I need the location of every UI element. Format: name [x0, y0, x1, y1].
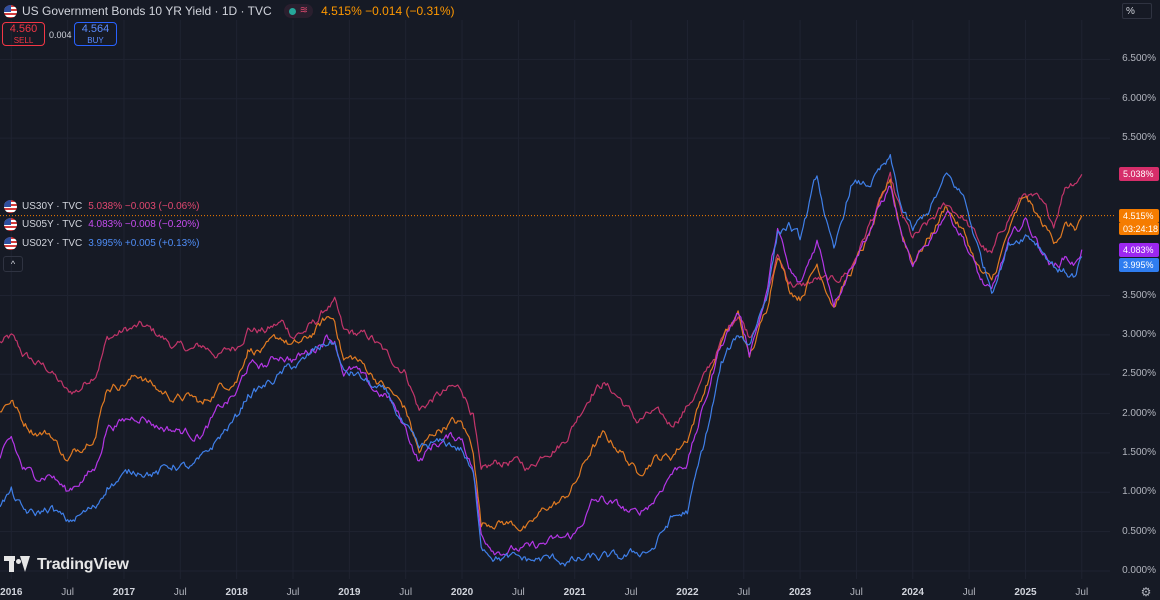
legend-symbol: US05Y · TVC	[22, 218, 83, 230]
series-line-us30y	[0, 171, 1083, 472]
time-axis-label: Jul	[850, 587, 863, 598]
price-axis-label: 6.500%	[1122, 53, 1156, 65]
legend-values: 4.083% −0.008 (−0.20%)	[88, 218, 200, 230]
tradingview-logo[interactable]: TradingView	[4, 556, 129, 574]
buy-label: BUY	[87, 36, 104, 45]
time-axis-label: Jul	[511, 587, 525, 598]
time-axis-label: 2017	[112, 587, 136, 598]
us-flag-icon	[4, 217, 17, 231]
legend-row-us30y[interactable]: US30Y · TVC 5.038% −0.003 (−0.06%)	[4, 198, 199, 214]
us-flag-icon	[4, 236, 17, 250]
time-axis-label: Jul	[1075, 587, 1089, 598]
buy-price: 4.564	[81, 23, 110, 35]
tradingview-wordmark: TradingView	[37, 556, 129, 573]
sell-button[interactable]: 4.560 SELL	[2, 22, 45, 46]
time-axis-label: 2024	[901, 587, 924, 598]
time-axis-label: 2025	[1014, 587, 1037, 598]
price-axis-label: 5.500%	[1122, 132, 1156, 144]
time-axis-label: 2023	[788, 587, 812, 598]
time-axis-label: Jul	[962, 587, 976, 598]
legend-values: 3.995% +0.005 (+0.13%)	[88, 237, 200, 249]
price-axis-label: 3.000%	[1122, 328, 1156, 340]
tradingview-mark-icon	[4, 556, 32, 574]
spread-value: 0.004	[49, 30, 72, 40]
sell-label: SELL	[13, 36, 34, 45]
market-open-dot-icon	[288, 7, 296, 15]
wave-icon: ≋	[299, 5, 309, 16]
time-axis-label: Jul	[399, 587, 413, 598]
time-axis-label: 2018	[225, 587, 248, 598]
time-axis-label: Jul	[173, 587, 187, 598]
price-axis-label: 2.500%	[1122, 368, 1156, 380]
time-axis-label: Jul	[624, 587, 638, 598]
time-axis-label: 2021	[563, 587, 586, 598]
price-axis-label: 6.000%	[1122, 92, 1156, 104]
chart-header: US Government Bonds 10 YR Yield · 1D · T…	[4, 3, 455, 19]
price-tag: 5.038%	[1119, 167, 1159, 182]
price-axis-label: 2.000%	[1122, 407, 1156, 419]
legend-row-us02y[interactable]: US02Y · TVC 3.995% +0.005 (+0.13%)	[4, 235, 199, 251]
bar-countdown-tag: 03:24:18	[1119, 222, 1159, 235]
symbol-title[interactable]: US Government Bonds 10 YR Yield · 1D · T…	[22, 4, 272, 18]
unit-toggle-button[interactable]: %	[1122, 3, 1152, 19]
collapse-legend-button[interactable]: ^	[3, 256, 23, 272]
time-axis-label: Jul	[61, 587, 75, 598]
time-axis-label: 2016	[0, 587, 23, 598]
market-status-indicator[interactable]: ≋	[283, 4, 314, 18]
legend-symbol: US30Y · TVC	[22, 200, 83, 212]
price-axis-label: 3.500%	[1122, 289, 1156, 301]
series-line-us02y	[0, 154, 1083, 567]
legend-row-us05y[interactable]: US05Y · TVC 4.083% −0.008 (−0.20%)	[4, 216, 199, 232]
price-axis-label: 1.500%	[1122, 446, 1156, 458]
time-axis-label: Jul	[286, 587, 300, 598]
time-axis-label: 2022	[676, 587, 699, 598]
last-price: 4.515% −0.014 (−0.31%)	[321, 4, 455, 18]
price-axis-label: 1.000%	[1122, 486, 1156, 498]
price-tag: 4.083%	[1119, 242, 1159, 257]
price-tag: 3.995%	[1119, 257, 1159, 272]
legend-values: 5.038% −0.003 (−0.06%)	[88, 200, 200, 212]
series-line-us05y	[0, 185, 1083, 556]
time-axis-label: 2020	[450, 587, 474, 598]
us-flag-icon	[4, 4, 17, 18]
us-flag-icon	[4, 199, 17, 213]
legend-symbol: US02Y · TVC	[22, 237, 83, 249]
time-axis-label: Jul	[737, 587, 751, 598]
time-axis-label: 2019	[338, 587, 361, 598]
price-axis-label: 0.500%	[1122, 525, 1156, 537]
sell-price: 4.560	[9, 23, 38, 35]
price-tag: 4.515%	[1119, 208, 1159, 223]
buy-button[interactable]: 4.564 BUY	[74, 22, 117, 46]
settings-gear-icon[interactable]: ⚙	[1140, 585, 1152, 599]
price-axis-label: 0.000%	[1122, 565, 1156, 576]
